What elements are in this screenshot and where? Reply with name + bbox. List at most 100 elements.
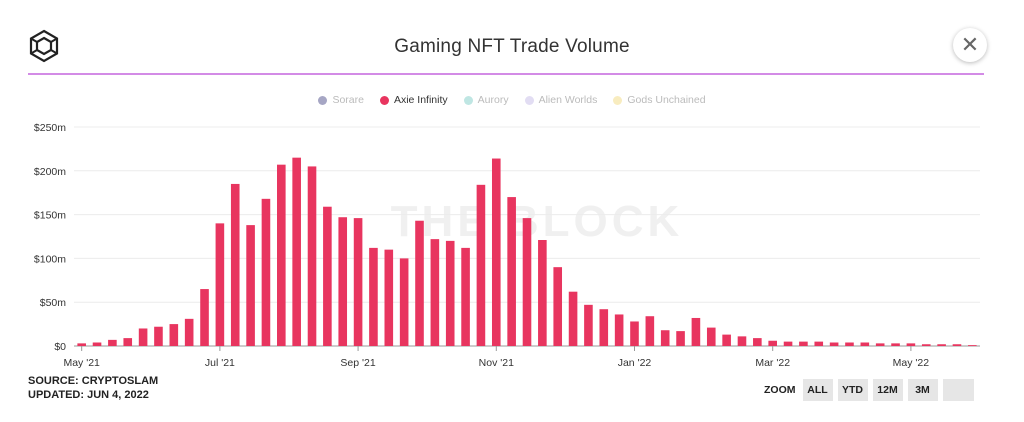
- legend-item-alien-worlds[interactable]: Alien Worlds: [524, 94, 598, 106]
- zoom-all-button[interactable]: ALL: [802, 379, 833, 401]
- zoom-12m-button[interactable]: 12M: [872, 379, 903, 401]
- zoom-ytd-button[interactable]: YTD: [837, 379, 868, 401]
- bar: [92, 342, 102, 346]
- legend-dot-icon: [463, 95, 473, 105]
- legend-dot-icon: [318, 95, 328, 105]
- bar: [415, 220, 424, 346]
- legend-dot-icon: [524, 95, 534, 105]
- bar: [968, 345, 977, 346]
- bar: [138, 328, 148, 346]
- bar: [952, 344, 962, 346]
- bar: [461, 247, 470, 346]
- bar: [860, 342, 870, 346]
- x-tick-label: May '22: [893, 357, 930, 369]
- bar: [599, 309, 609, 346]
- bar: [814, 341, 824, 346]
- chart-title: Gaming NFT Trade Volume: [394, 36, 630, 57]
- legend-dot-icon: [379, 95, 389, 105]
- bar: [845, 342, 854, 346]
- bar: [445, 240, 455, 346]
- zoom-3m-button[interactable]: 3M: [907, 379, 938, 401]
- bar: [261, 198, 271, 346]
- bar: [338, 217, 348, 346]
- bar: [553, 267, 563, 346]
- the-block-logo-icon: [29, 29, 59, 63]
- x-tick-label: Mar '22: [755, 357, 790, 369]
- close-button[interactable]: ✕: [953, 28, 987, 62]
- bar: [384, 249, 394, 346]
- legend-label: Aurory: [477, 94, 509, 106]
- source-line: SOURCE: CRYPTOSLAM: [28, 375, 159, 387]
- y-tick-label: $200m: [34, 166, 66, 178]
- bar: [691, 317, 701, 346]
- bar: [430, 239, 440, 346]
- bar: [184, 318, 194, 346]
- legend-item-gods-unchained[interactable]: Gods Unchained: [613, 94, 706, 106]
- zoom-custom-button[interactable]: [942, 379, 974, 401]
- legend-item-axie-infinity[interactable]: Axie Infinity: [379, 94, 448, 106]
- chart-legend: Sorare Axie Infinity Aurory Alien Worlds…: [0, 94, 1024, 106]
- bar: [906, 343, 916, 346]
- legend-item-sorare[interactable]: Sorare: [318, 94, 364, 106]
- legend-label: Gods Unchained: [627, 94, 706, 106]
- bar: [891, 343, 900, 346]
- bar: [108, 339, 117, 346]
- legend-label: Alien Worlds: [538, 94, 598, 106]
- legend-label: Axie Infinity: [393, 94, 448, 106]
- bar: [768, 340, 777, 346]
- bar: [77, 343, 86, 346]
- bar: [307, 166, 317, 346]
- bar: [660, 330, 670, 346]
- bar: [737, 336, 747, 346]
- bar: [491, 158, 501, 346]
- header-divider: [28, 73, 984, 75]
- bar-chart: THE BLOCK $0 $50m $100m $150m $200m $250m May '…: [34, 122, 980, 369]
- chart-header: Gaming NFT Trade Volume ✕: [0, 0, 1024, 76]
- bar: [522, 218, 532, 346]
- bar: [676, 331, 685, 346]
- close-icon: ✕: [960, 32, 980, 57]
- bar: [753, 338, 762, 346]
- bar: [614, 314, 624, 346]
- x-tick-label: May '21: [63, 357, 100, 369]
- bar: [246, 225, 255, 346]
- bar: [169, 324, 179, 346]
- bar: [584, 304, 593, 346]
- legend-item-aurory[interactable]: Aurory: [463, 94, 509, 106]
- bar: [476, 184, 486, 346]
- bar: [568, 291, 578, 346]
- bar: [154, 326, 163, 346]
- zoom-label: ZOOM: [764, 384, 796, 396]
- bar: [369, 247, 378, 346]
- bar: [538, 240, 547, 346]
- y-tick-label: $50m: [40, 297, 67, 309]
- bar: [783, 341, 793, 346]
- x-tick-label: Jan '22: [618, 357, 652, 369]
- legend-label: Sorare: [332, 94, 364, 106]
- bar: [323, 206, 332, 346]
- y-tick-label: $100m: [34, 253, 66, 265]
- bar: [507, 197, 516, 346]
- bar: [645, 316, 655, 346]
- bar: [230, 183, 240, 346]
- bar: [706, 327, 716, 346]
- bar: [399, 258, 409, 346]
- bar: [353, 218, 363, 346]
- bar: [292, 157, 301, 346]
- y-tick-label: $250m: [34, 122, 66, 134]
- bar: [799, 341, 808, 346]
- x-tick-label: Nov '21: [479, 357, 514, 369]
- x-tick-label: Jul '21: [205, 357, 235, 369]
- updated-line: UPDATED: JUN 4, 2022: [28, 389, 149, 401]
- bar: [875, 343, 885, 346]
- bar: [630, 321, 639, 346]
- watermark-text: THE BLOCK: [391, 197, 684, 246]
- bar: [937, 344, 946, 346]
- bar: [277, 164, 286, 346]
- bar: [722, 334, 731, 346]
- legend-dot-icon: [613, 95, 623, 105]
- bar: [829, 342, 839, 346]
- y-tick-label: $150m: [34, 210, 66, 222]
- source-note: SOURCE: CRYPTOSLAM UPDATED: JUN 4, 2022: [28, 374, 158, 402]
- x-tick-label: Sep '21: [340, 357, 375, 369]
